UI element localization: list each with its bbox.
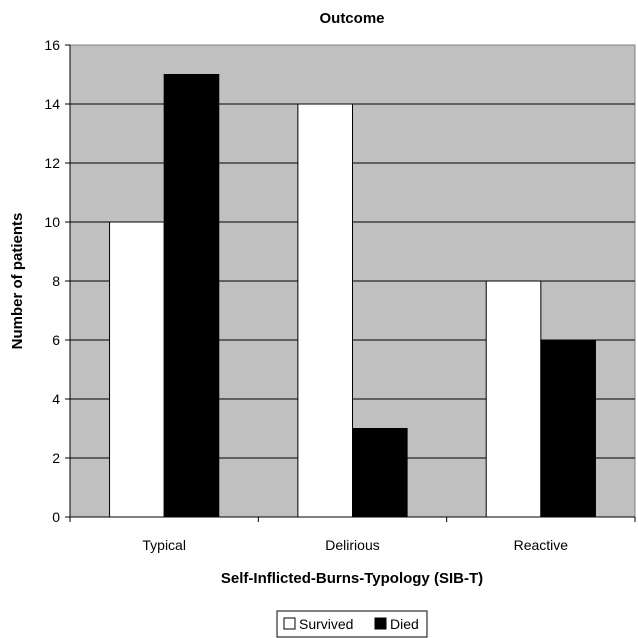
x-tick-label: Typical (142, 537, 186, 553)
bar-survived-typical (109, 221, 165, 518)
y-tick-label: 6 (52, 332, 60, 348)
bar-died-delirious (352, 428, 408, 518)
legend: Survived Died (276, 610, 428, 638)
y-tick-label: 14 (44, 96, 60, 112)
legend-label-survived: Survived (299, 616, 353, 632)
bar-died-reactive (540, 339, 596, 518)
y-axis: 0 2 4 6 8 10 12 14 16 (44, 37, 71, 525)
y-tick-label: 2 (52, 450, 60, 466)
bars (109, 74, 596, 518)
bar-survived-delirious (297, 103, 353, 518)
x-axis-label: Self-Inflicted-Burns-Typology (SIB-T) (221, 570, 483, 587)
y-tick-label: 0 (52, 509, 60, 525)
x-tick-label: Delirious (325, 537, 379, 553)
bar-survived-reactive (485, 280, 542, 518)
x-axis: Typical Delirious Reactive (69, 516, 636, 553)
legend-label-died: Died (390, 616, 419, 632)
bar-died-typical (163, 74, 220, 518)
y-tick-label: 16 (44, 37, 60, 53)
y-axis-label: Number of patients (9, 213, 26, 350)
chart-title: Outcome (319, 10, 384, 27)
legend-box (276, 610, 428, 638)
y-tick-label: 12 (44, 155, 60, 171)
y-tick-label: 4 (52, 391, 60, 407)
legend-swatch-died (374, 617, 387, 630)
legend-swatch-survived (283, 617, 296, 630)
x-tick-label: Reactive (514, 537, 569, 553)
y-tick-label: 10 (44, 214, 60, 230)
y-tick-label: 8 (52, 273, 60, 289)
